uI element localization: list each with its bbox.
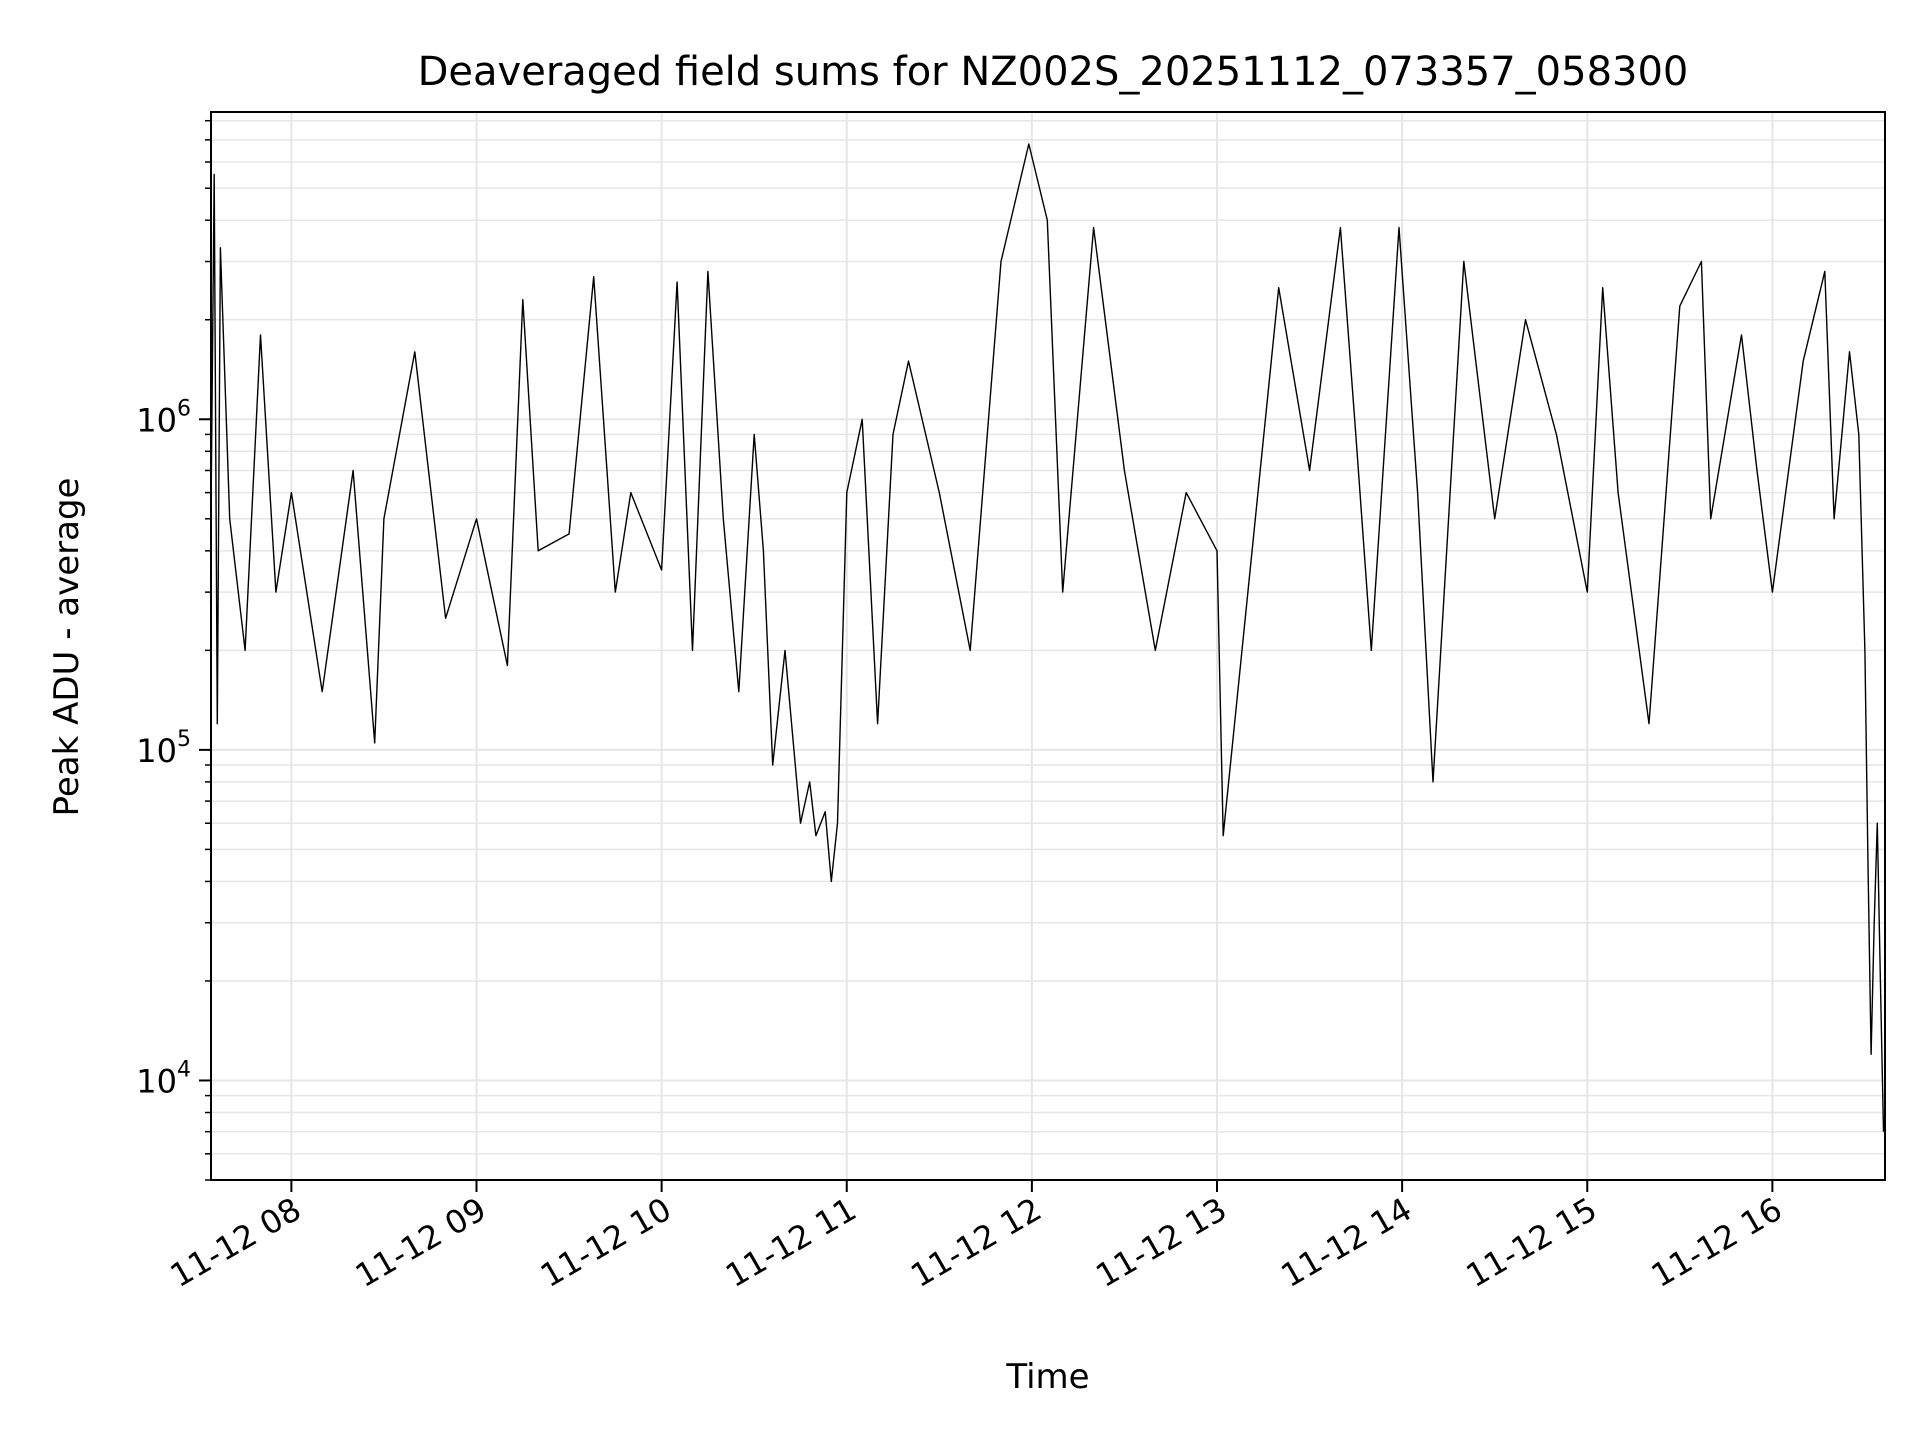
y-tick-exponent: 6 <box>177 396 191 421</box>
y-tick-base: 10 <box>136 732 177 770</box>
y-tick-base: 10 <box>136 1062 177 1100</box>
y-axis-label: Peak ADU - average <box>47 478 87 817</box>
x-axis-label: Time <box>1005 1357 1089 1397</box>
y-tick-label: 106 <box>136 396 191 439</box>
y-tick-base: 10 <box>136 401 177 439</box>
plot-frame <box>210 111 1886 1181</box>
y-tick-exponent: 5 <box>177 727 191 752</box>
y-tick-exponent: 4 <box>177 1057 191 1082</box>
y-tick-label: 105 <box>136 727 191 770</box>
y-tick-label: 104 <box>136 1057 191 1100</box>
chart-title: Deaveraged field sums for NZ002S_2025111… <box>418 49 1689 95</box>
series-path <box>210 143 1885 1132</box>
series-line <box>210 143 1885 1132</box>
